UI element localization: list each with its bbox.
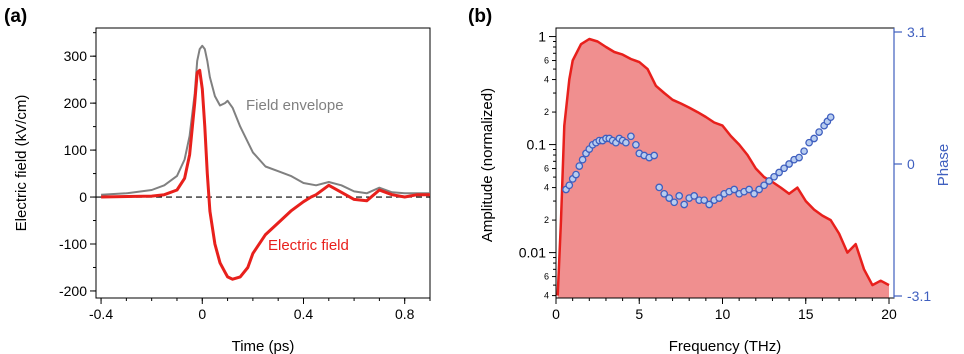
chart-b-y2label: Phase: [935, 144, 952, 187]
phase-point: [750, 189, 758, 198]
phase-point: [770, 172, 778, 181]
phase-point: [826, 113, 835, 122]
phase-point: [665, 194, 674, 202]
phase-point: [705, 200, 714, 209]
series-amplitude-fill: [557, 39, 889, 298]
chart-b-ytick-minor-label: 4: [544, 291, 549, 301]
phase-point: [780, 164, 788, 173]
chart-b-y2tick-label: 0: [907, 156, 915, 172]
panel-a-label: (a): [4, 6, 27, 27]
chart-b-ytick-label: 1: [538, 29, 546, 45]
chart-b-xtick-label: 5: [635, 306, 643, 322]
chart-a-frame: [95, 27, 431, 299]
phase-point: [655, 183, 664, 192]
chart-a-xtick-label: 0: [198, 306, 206, 322]
phase-point: [775, 168, 783, 177]
phase-point: [572, 170, 580, 179]
chart-a-xlabel: Time (ps): [232, 338, 295, 354]
chart-a: -0.4 0 0.4 0.8 -200 -100 0 100 200 300 Electric f…: [13, 27, 431, 354]
phase-point: [715, 194, 724, 202]
chart-b-ytick-minor-label: 6: [544, 56, 549, 66]
phase-point: [800, 147, 808, 156]
chart-b-ytick-minor-label: 4: [544, 183, 549, 193]
chart-a-series: [101, 44, 430, 281]
phase-point: [765, 177, 773, 185]
phase-point: [670, 198, 679, 207]
phase-point: [810, 134, 818, 143]
chart-b-xtick-label: 15: [798, 306, 814, 322]
series-field-envelope: [101, 44, 430, 196]
chart-a-xtick-label: 0.8: [395, 306, 415, 322]
phase-point: [565, 181, 574, 190]
annotation-field-envelope: Field envelope: [246, 97, 344, 114]
chart-a-ticks: -0.4 0 0.4 0.8 -200 -100 0 100 200 300: [59, 32, 431, 322]
phase-point: [805, 138, 813, 147]
chart-b-ytick-minor-label: 6: [544, 164, 549, 174]
phase-point: [622, 138, 630, 147]
chart-a-ytick-label: 100: [64, 142, 88, 158]
phase-point: [785, 160, 793, 168]
phase-point: [690, 192, 699, 200]
phase-point: [575, 162, 584, 170]
chart-b: 0 5 10 15 20 0.01 0.1 1 4 6 2 4 6 2 4 6 3.1 0 -3.1 Amplitu…: [479, 24, 952, 354]
chart-a-ytick-label: 200: [64, 95, 88, 111]
phase-point: [675, 192, 684, 200]
phase-point: [650, 151, 659, 160]
phase-point: [745, 185, 753, 194]
phase-point: [700, 196, 709, 205]
annotation-electric-field: Electric field: [268, 237, 349, 254]
phase-point: [578, 155, 587, 164]
chart-b-ytick-minor-label: 4: [544, 75, 549, 85]
chart-a-ytick-label: 300: [64, 48, 88, 64]
series-amplitude-line: [556, 37, 890, 296]
series-electric-field: [101, 68, 430, 281]
phase-point: [730, 185, 739, 194]
panel-b-label: (b): [468, 6, 492, 27]
phase-point: [632, 140, 640, 149]
chart-b-ytick-label: 0.1: [527, 137, 547, 153]
chart-b-xlabel: Frequency (THz): [669, 338, 782, 354]
chart-a-xtick-label: 0.4: [294, 306, 314, 322]
chart-a-ytick-label: 0: [79, 189, 87, 205]
chart-b-xtick-label: 0: [552, 306, 560, 322]
phase-point: [755, 185, 763, 194]
chart-b-xtick-label: 10: [715, 306, 731, 322]
chart-b-ytick-minor-label: 2: [544, 107, 549, 117]
phase-point: [795, 153, 803, 162]
phase-point: [760, 181, 768, 190]
chart-b-ticks: 0 5 10 15 20 0.01 0.1 1 4 6 2 4 6 2 4 6 3.1 0 -3.1: [519, 24, 932, 322]
chart-b-ylabel: Amplitude (normalized): [479, 88, 496, 242]
chart-b-ytick-minor-label: 6: [544, 272, 549, 282]
chart-b-ytick-label: 0.01: [519, 245, 546, 261]
chart-a-xtick-label: -0.4: [89, 306, 113, 322]
chart-a-ylabel: Electric field (kV/cm): [13, 95, 30, 232]
chart-b-series: [556, 37, 890, 298]
chart-a-ytick-label: -200: [59, 283, 87, 299]
phase-point: [660, 189, 669, 198]
chart-a-ytick-label: -100: [59, 236, 87, 252]
phase-point: [815, 128, 823, 136]
chart-b-y2tick-label: -3.1: [907, 288, 931, 304]
chart-b-xtick-label: 20: [881, 306, 897, 322]
phase-point: [680, 200, 689, 209]
chart-b-ytick-minor-label: 2: [544, 215, 549, 225]
chart-b-y2tick-label: 3.1: [907, 24, 927, 40]
phase-point: [627, 132, 635, 141]
